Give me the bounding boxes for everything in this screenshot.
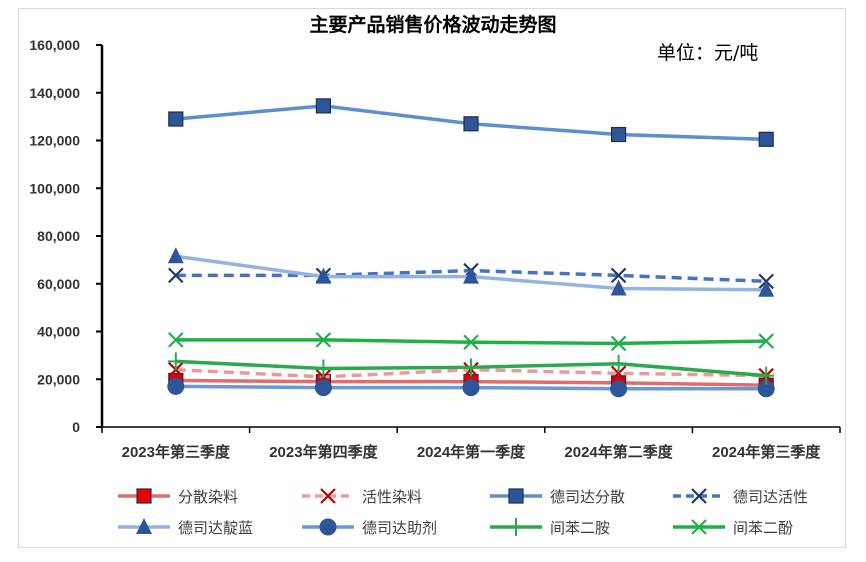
- data-point: [463, 116, 479, 132]
- data-point: [758, 333, 774, 349]
- data-point: [315, 267, 332, 284]
- data-point: [167, 247, 184, 264]
- legend-item-5: 德司达靛蓝: [118, 518, 253, 537]
- data-point: [758, 280, 775, 297]
- data-point: [463, 334, 479, 351]
- data-point: [463, 358, 479, 377]
- legend-swatch-marker: [691, 519, 707, 535]
- data-point: [610, 267, 627, 284]
- data-point: [167, 377, 185, 395]
- data-point: [610, 380, 628, 398]
- series-5: [167, 247, 775, 297]
- legend-item-6: 德司达助剂: [302, 518, 437, 537]
- legend-item-1: 分散染料: [118, 488, 238, 506]
- chart-title: 主要产品销售价格波动走势图: [309, 14, 557, 36]
- data-point: [610, 279, 627, 296]
- legend-label: 分散染料: [178, 488, 238, 506]
- data-point: [758, 131, 774, 147]
- y-tick-label: 100,000: [29, 180, 80, 196]
- legend-swatch-marker: [508, 518, 524, 536]
- data-point: [168, 332, 184, 348]
- legend-swatch-marker: [136, 518, 152, 534]
- legend-label: 活性染料: [362, 488, 422, 506]
- x-tick-label: 2024年第一季度: [417, 443, 526, 461]
- x-tick-label: 2024年第三季度: [712, 443, 821, 461]
- legend-label: 德司达靛蓝: [178, 519, 253, 537]
- legend-item-3: 德司达分散: [490, 488, 625, 506]
- unit-label: 单位：元/吨: [657, 42, 759, 64]
- y-tick-label: 120,000: [29, 133, 80, 149]
- series-8: [168, 332, 774, 352]
- data-point: [610, 365, 627, 382]
- x-tick-label: 2023年第四季度: [269, 443, 378, 461]
- data-point: [610, 335, 627, 352]
- y-tick-label: 140,000: [29, 85, 80, 101]
- series-layer: [167, 98, 775, 398]
- legend-item-2: 活性染料: [302, 488, 422, 506]
- y-tick-label: 60,000: [37, 276, 80, 292]
- data-point: [462, 379, 480, 397]
- y-tick-label: 40,000: [37, 324, 80, 340]
- legend-item-4: 德司达活性: [673, 488, 808, 506]
- x-tick-label: 2023年第三季度: [122, 443, 231, 461]
- data-point: [463, 267, 479, 284]
- data-point: [758, 366, 775, 385]
- legend-label: 德司达分散: [550, 488, 625, 506]
- data-point: [314, 379, 332, 397]
- data-point: [315, 359, 332, 378]
- legend-label: 德司达助剂: [362, 519, 437, 537]
- legend-swatch-marker: [320, 488, 336, 504]
- legend-swatch-marker: [319, 518, 337, 536]
- legend-label: 德司达活性: [733, 488, 808, 506]
- legend-label: 间苯二酚: [733, 519, 793, 537]
- legend-swatch-marker: [136, 488, 152, 504]
- x-tick-label: 2024年第二季度: [564, 443, 673, 461]
- legend-swatch-marker: [508, 488, 524, 504]
- y-tick-label: 160,000: [29, 37, 80, 53]
- y-tick-label: 80,000: [37, 228, 80, 244]
- data-point: [315, 332, 332, 348]
- legend-item-8: 间苯二酚: [673, 519, 793, 537]
- y-tick-label: 0: [72, 419, 80, 435]
- legend-swatch-marker: [691, 488, 707, 504]
- data-point: [168, 267, 184, 284]
- series-3: [168, 98, 774, 147]
- data-point: [168, 111, 184, 127]
- data-point: [315, 98, 331, 114]
- data-point: [610, 354, 627, 373]
- data-point: [610, 126, 627, 143]
- data-point: [167, 352, 184, 371]
- legend-label: 间苯二胺: [550, 519, 610, 537]
- series-7: [167, 352, 775, 385]
- legend-item-7: 间苯二胺: [490, 518, 610, 537]
- axes: 0 20,000 40,000 60,000 80,000 100,000 120,000 1…: [29, 37, 841, 461]
- y-tick-label: 20,000: [37, 371, 80, 387]
